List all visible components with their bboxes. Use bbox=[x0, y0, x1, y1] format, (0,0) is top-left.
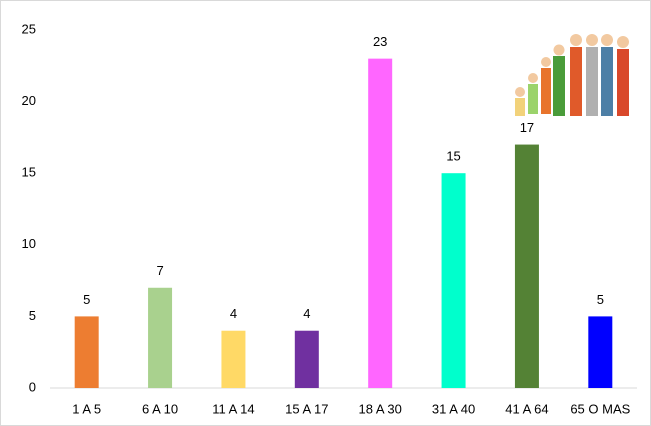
data-label: 4 bbox=[230, 306, 237, 321]
x-tick-label: 11 A 14 bbox=[212, 401, 254, 416]
bar bbox=[514, 144, 539, 388]
x-tick-label: 1 A 5 bbox=[72, 401, 101, 416]
data-label: 15 bbox=[446, 149, 460, 164]
bar bbox=[148, 287, 173, 388]
bar bbox=[441, 173, 466, 388]
bar bbox=[294, 330, 319, 388]
y-tick-label: 15 bbox=[22, 165, 36, 180]
people-illustration bbox=[515, 34, 629, 116]
bar bbox=[74, 316, 99, 388]
x-tick-label: 15 A 17 bbox=[285, 401, 328, 416]
y-tick-label: 5 bbox=[29, 308, 36, 323]
y-tick-label: 10 bbox=[22, 236, 36, 251]
data-label: 7 bbox=[156, 263, 163, 278]
x-tick-label: 65 O MAS bbox=[570, 401, 630, 416]
y-tick-label: 25 bbox=[22, 21, 36, 36]
data-label: 17 bbox=[520, 120, 534, 135]
x-tick-label: 18 A 30 bbox=[358, 401, 401, 416]
y-tick-label: 0 bbox=[29, 379, 36, 394]
bar bbox=[588, 316, 613, 388]
x-tick-label: 31 A 40 bbox=[432, 401, 475, 416]
data-label: 4 bbox=[303, 306, 310, 321]
x-tick-label: 6 A 10 bbox=[142, 401, 178, 416]
data-label: 5 bbox=[83, 292, 90, 307]
y-tick-label: 20 bbox=[22, 93, 36, 108]
data-label: 23 bbox=[373, 34, 387, 49]
data-label: 5 bbox=[597, 292, 604, 307]
x-tick-label: 41 A 64 bbox=[505, 401, 548, 416]
bar bbox=[368, 58, 393, 388]
bar bbox=[221, 330, 246, 388]
